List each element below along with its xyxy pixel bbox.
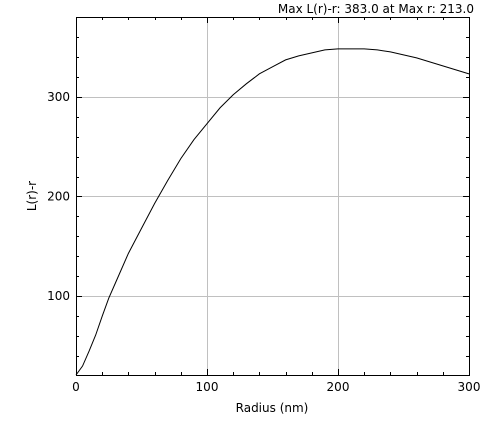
y-tick-label: 100 bbox=[47, 289, 70, 303]
x-tick-label: 300 bbox=[458, 380, 481, 394]
y-tick-label: 200 bbox=[47, 189, 70, 203]
x-tick-label: 200 bbox=[327, 380, 350, 394]
x-tick-label: 0 bbox=[72, 380, 80, 394]
grid-layer bbox=[76, 17, 469, 375]
y-axis-title: L(r)-r bbox=[25, 181, 39, 211]
max-annotation: Max L(r)-r: 383.0 at Max r: 213.0 bbox=[278, 2, 474, 16]
tick-layer bbox=[76, 17, 470, 375]
series-layer bbox=[75, 48, 470, 376]
x-axis-title: Radius (nm) bbox=[236, 401, 309, 415]
label-layer: 0 100 200 300 100 200 300 bbox=[47, 90, 480, 394]
y-tick-label: 300 bbox=[47, 90, 70, 104]
x-tick-label: 100 bbox=[196, 380, 219, 394]
series-line-0 bbox=[75, 48, 470, 376]
